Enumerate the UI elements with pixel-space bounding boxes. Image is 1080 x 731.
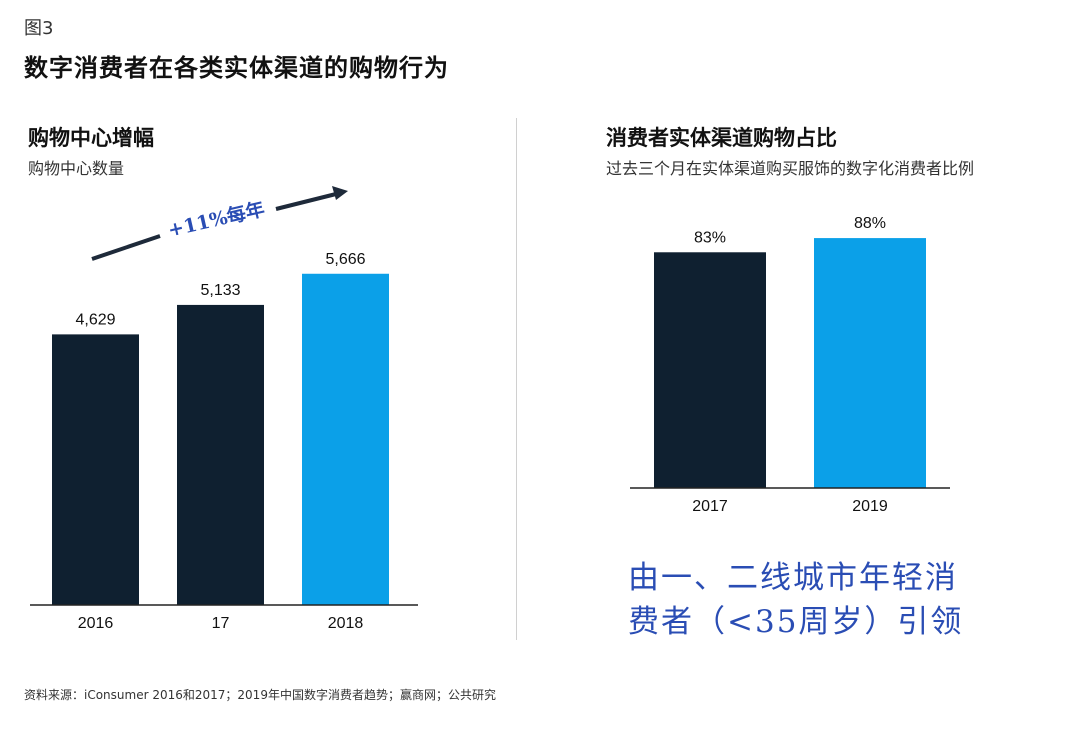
right-value-label-2019: 88% [854,215,886,232]
left-bar-2018 [302,273,389,605]
left-bar-chart: 4,629 2016 5,133 17 5,666 2018 [30,251,418,632]
right-bar-chart: 83% 2017 88% 2019 [630,215,950,515]
right-tick-label-2019: 2019 [852,498,888,515]
left-value-label-2016: 4,629 [75,311,115,328]
right-tick-label-2017: 2017 [692,498,728,515]
callout-text: 由一、二线城市年轻消 费者（<35周岁）引领 [628,556,1068,644]
panel-divider [516,118,517,640]
right-chart-title: 消费者实体渠道购物占比 [606,126,837,150]
right-bar-2017 [654,252,766,488]
right-bar-2019 [814,238,926,488]
left-value-label-17: 5,133 [200,282,240,299]
left-chart-subtitle: 购物中心数量 [28,159,125,178]
source-note: 资料来源：iConsumer 2016和2017；2019年中国数字消费者趋势；… [24,688,496,702]
left-tick-label-17: 17 [212,615,230,632]
growth-arrow-shaft [275,192,337,211]
growth-arrow-head [332,186,348,200]
left-chart-title: 购物中心增幅 [28,126,154,150]
right-chart-subtitle: 过去三个月在实体渠道购买服饰的数字化消费者比例 [606,159,975,178]
growth-arrow-icon [91,186,348,261]
callout-line-2: 费者（<35周岁）引领 [628,604,964,640]
left-tick-label-2016: 2016 [78,615,114,632]
growth-arrow-tail [91,234,161,261]
left-tick-label-2018: 2018 [328,615,364,632]
figure-label: 图3 [24,18,54,39]
callout-line-1: 由一、二线城市年轻消 [628,560,958,596]
left-bar-2016 [52,334,139,605]
page-title: 数字消费者在各类实体渠道的购物行为 [24,54,449,82]
left-bar-17 [177,304,264,605]
right-value-label-2017: 83% [694,229,726,246]
left-value-label-2018: 5,666 [325,251,365,268]
